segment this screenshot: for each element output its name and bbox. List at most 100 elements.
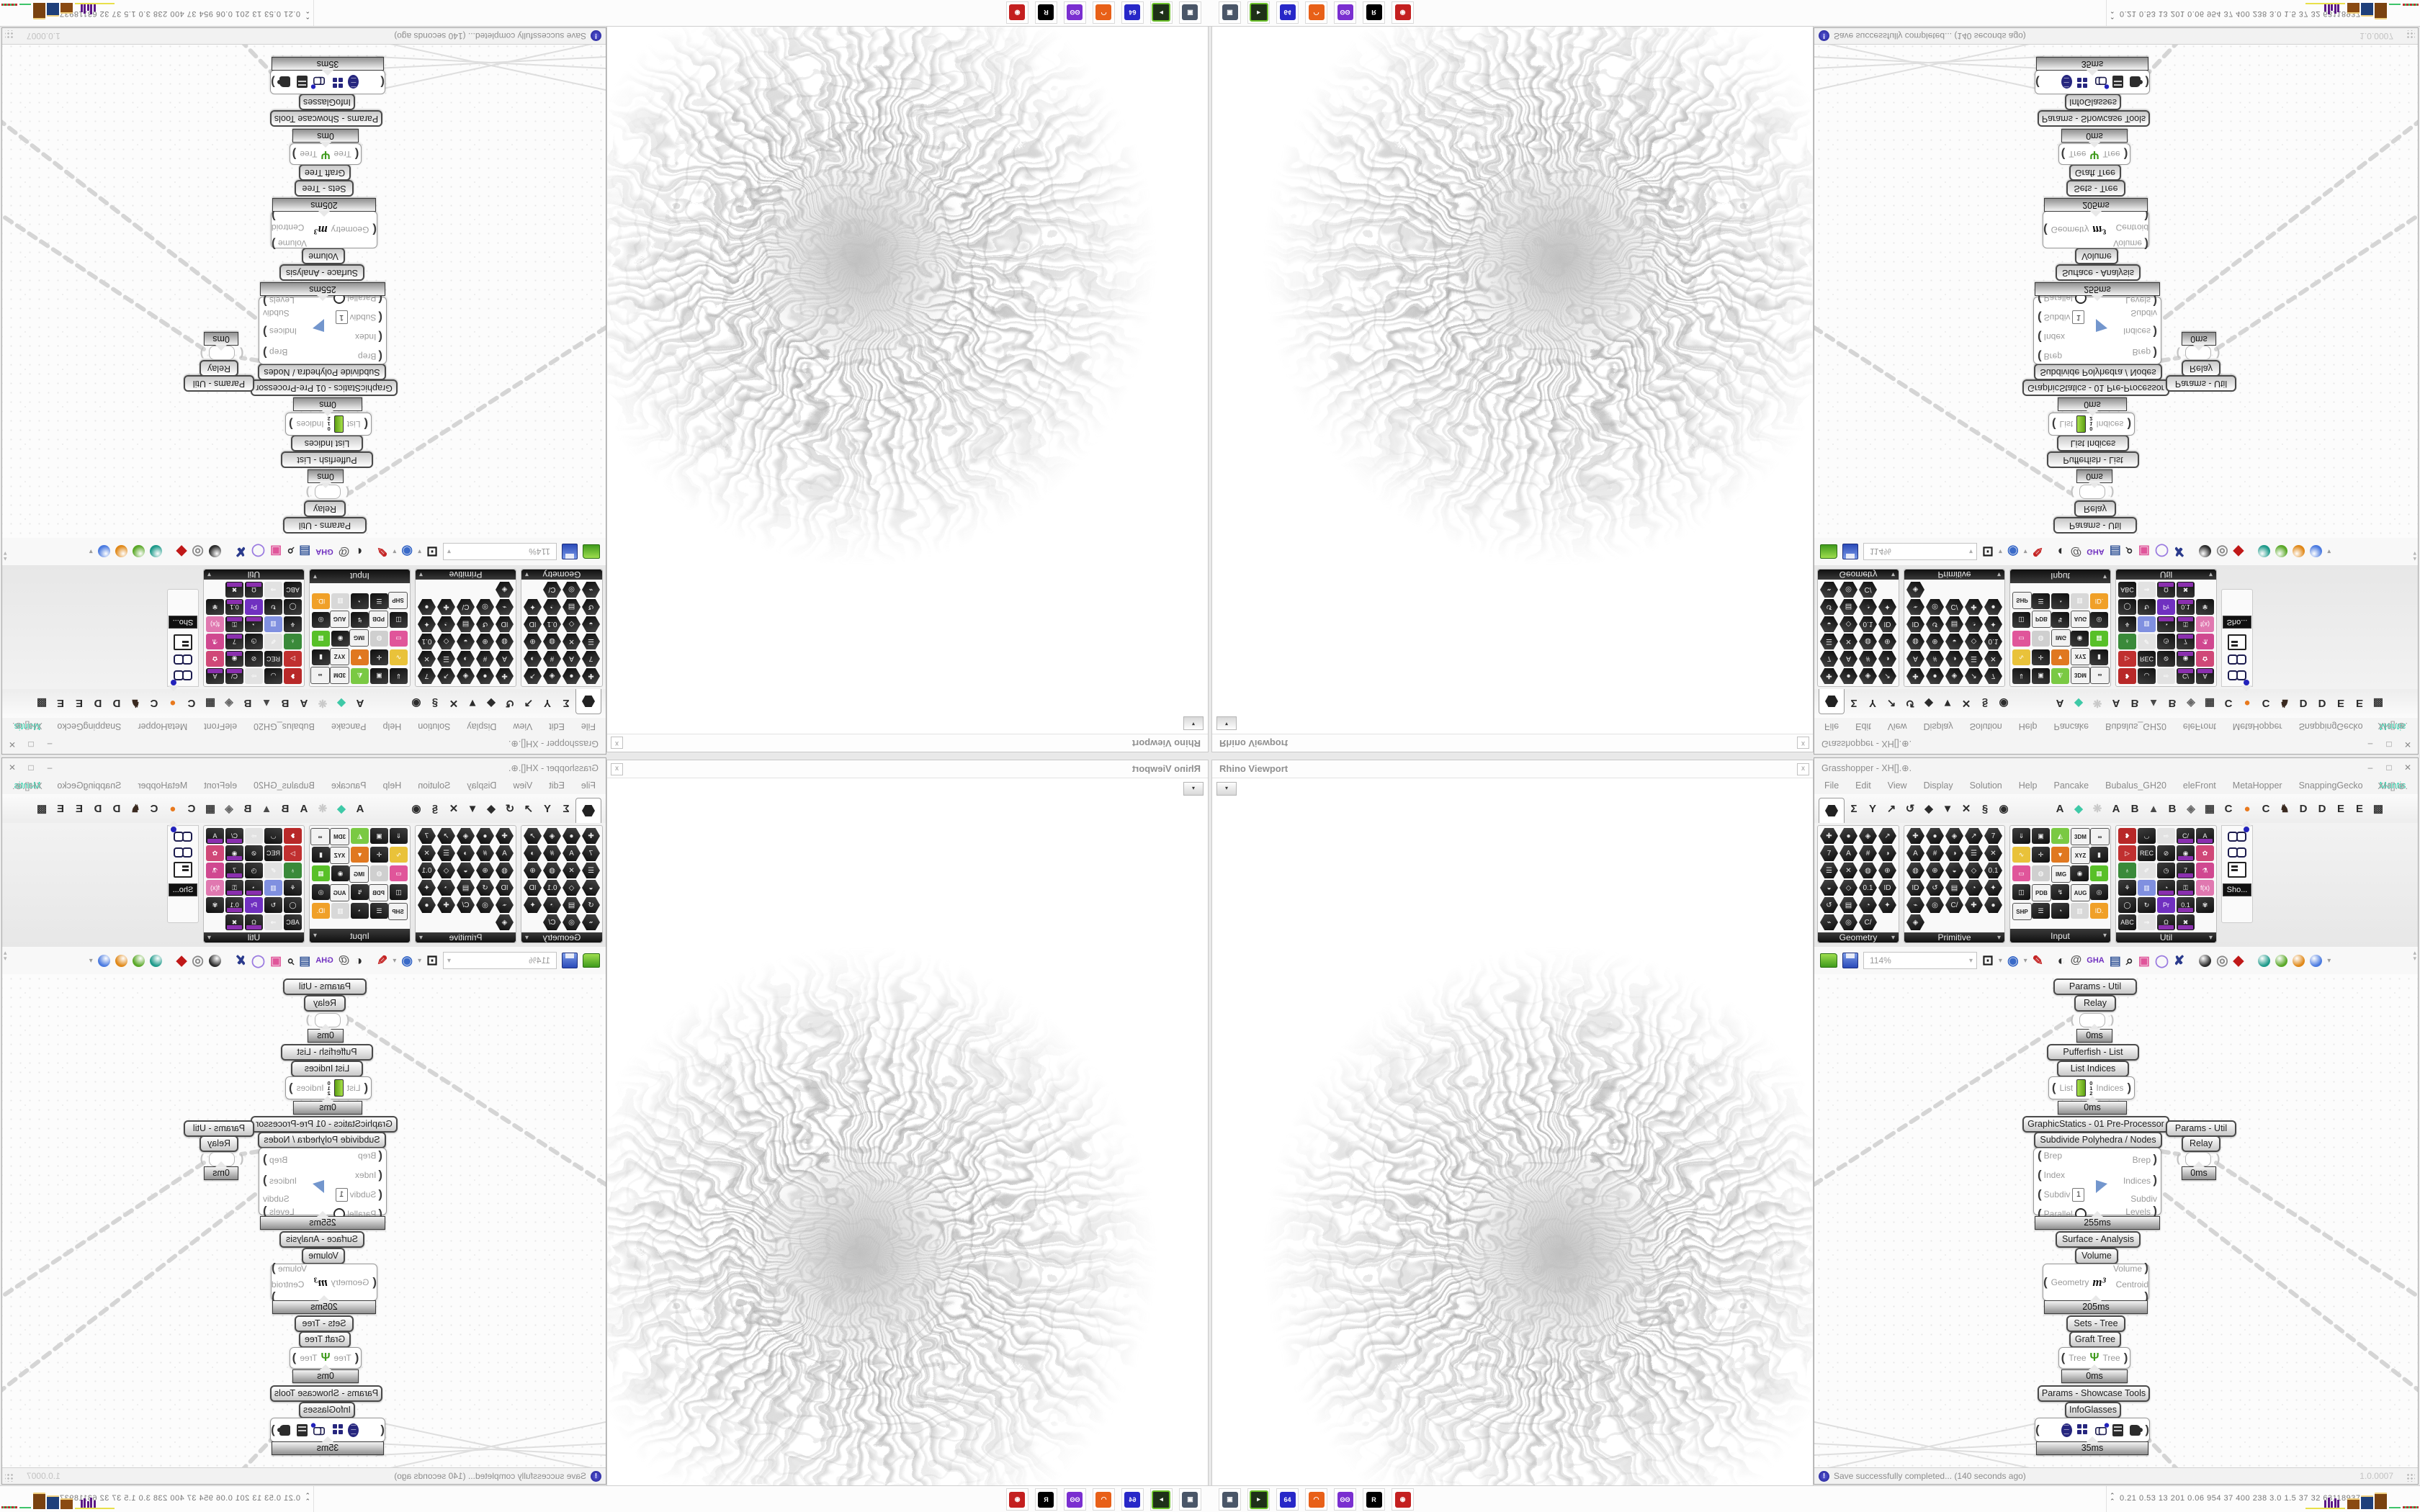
component-icon[interactable]: ◈ bbox=[496, 914, 514, 930]
group-label[interactable]: Subdivide Polyhedra / Nodes bbox=[2034, 1132, 2162, 1148]
toolbar-overflow-scroll[interactable]: ▴ ▾ bbox=[2413, 550, 2416, 563]
group-label[interactable]: Params - Util bbox=[283, 517, 367, 534]
component-icon[interactable]: 7 bbox=[418, 828, 436, 844]
component-icon[interactable]: ↻ bbox=[2138, 599, 2156, 615]
tab-plugin-bird[interactable]: ♞ bbox=[2280, 697, 2290, 709]
menu-item-view[interactable]: View bbox=[1887, 721, 1907, 732]
component-icon[interactable]: ABC bbox=[284, 914, 302, 930]
component-icon[interactable]: ✿ bbox=[2196, 651, 2214, 667]
component-icon[interactable]: ◈ bbox=[1906, 582, 1924, 598]
component-icon[interactable]: 0.1 bbox=[418, 634, 436, 649]
tab-plugin-checker[interactable]: ▩ bbox=[2372, 803, 2384, 815]
component-icon[interactable]: # bbox=[1859, 845, 1877, 861]
glasses-badge-icon[interactable] bbox=[2228, 821, 2252, 842]
group-expand-icon[interactable]: ▾ bbox=[1891, 570, 1895, 579]
tab-plugin-orange[interactable]: ● bbox=[169, 697, 176, 710]
component-icon[interactable]: ◷ bbox=[245, 863, 263, 878]
tab-params[interactable] bbox=[1819, 798, 1845, 823]
component-icon[interactable]: ✚ bbox=[1906, 828, 1924, 844]
remote-at-button[interactable]: @ bbox=[338, 954, 350, 966]
tab-plugin-c2[interactable]: C bbox=[150, 697, 158, 710]
component-icon[interactable]: ABC bbox=[2118, 914, 2136, 930]
tab-plugin-kite[interactable]: ◆ bbox=[2074, 803, 2083, 815]
component-icon[interactable]: ● bbox=[1926, 828, 1944, 844]
component-icon[interactable]: 7 bbox=[582, 651, 600, 667]
subdiv-value[interactable]: 1 bbox=[2072, 310, 2085, 325]
component-icon[interactable]: ✛ bbox=[2032, 847, 2050, 863]
tab-plugin-c2[interactable]: C bbox=[2262, 697, 2270, 710]
component-icon[interactable]: ◈ bbox=[496, 582, 514, 598]
component-icon[interactable]: ▤ bbox=[1945, 616, 1963, 632]
component-icon[interactable]: ✦ bbox=[524, 599, 542, 615]
component-icon[interactable]: f(x) bbox=[2196, 616, 2214, 632]
menu-item-pancake[interactable]: Pancake bbox=[2053, 721, 2089, 732]
component-icon[interactable]: ▤ bbox=[1839, 599, 1857, 615]
component-icon[interactable]: ✕ bbox=[563, 863, 581, 878]
viewport-titlebar[interactable]: Rhino Viewport x bbox=[1212, 760, 1813, 778]
component-icon[interactable]: ABC bbox=[2118, 582, 2136, 598]
tab-plugin-d2[interactable]: D bbox=[94, 697, 102, 710]
remote-at-button[interactable]: @ bbox=[338, 546, 350, 558]
menu-item-mantis[interactable]: Mantis bbox=[2379, 780, 2406, 791]
zoom-extents-button[interactable]: ⊡ bbox=[426, 544, 438, 559]
tab-plugin-puff[interactable]: ❋ bbox=[318, 697, 328, 709]
sphere-rings-button[interactable]: ◎ bbox=[192, 953, 204, 968]
group-expand-icon[interactable]: ▾ bbox=[2102, 572, 2107, 580]
component-icon[interactable]: ◈ bbox=[457, 828, 475, 844]
viewport-titlebar[interactable]: Rhino Viewport x bbox=[607, 760, 1208, 778]
save-file-button[interactable] bbox=[1842, 544, 1858, 559]
tab-transform[interactable]: § bbox=[1981, 697, 1989, 710]
firefox-icon[interactable]: ◠ bbox=[1305, 1488, 1327, 1511]
component-icon[interactable]: ▥ bbox=[264, 616, 282, 632]
group-label[interactable]: Graft Tree bbox=[2069, 164, 2121, 181]
component-icon[interactable]: ▤ bbox=[563, 897, 581, 913]
component-icon[interactable]: ✕ bbox=[418, 651, 436, 667]
ribbon-group-label[interactable]: Util ▾ bbox=[2116, 570, 2216, 580]
open-file-button[interactable] bbox=[1820, 544, 1837, 559]
zoom-extents-caret[interactable]: ▾ bbox=[1998, 956, 2002, 965]
component-icon[interactable]: ◇ bbox=[563, 616, 581, 632]
component-icon[interactable]: ⚘ bbox=[2118, 880, 2136, 896]
component-icon[interactable]: ◉ bbox=[331, 865, 349, 881]
component-icon[interactable]: AUG bbox=[330, 611, 349, 628]
group-label[interactable]: InfoGlasses bbox=[299, 1402, 355, 1418]
minimize-button[interactable]: – bbox=[47, 762, 53, 773]
component-icon[interactable]: # bbox=[543, 845, 561, 861]
component-icon[interactable]: ⇒ bbox=[2138, 582, 2156, 598]
menu-item-help[interactable]: Help bbox=[2018, 721, 2038, 732]
ribbon-group-label[interactable]: Input ▾ bbox=[310, 929, 410, 942]
gift-button[interactable]: ▣ bbox=[2138, 953, 2150, 968]
sphere-teal-button[interactable] bbox=[2258, 545, 2271, 558]
red-app-icon[interactable]: ◉ bbox=[1006, 1, 1028, 24]
component-icon[interactable]: C/ bbox=[457, 599, 475, 615]
component-icon[interactable]: ● bbox=[1839, 668, 1857, 684]
component-icon[interactable]: ◉ bbox=[2177, 845, 2195, 861]
viewport-canvas[interactable] bbox=[1212, 778, 1813, 1485]
component-icon[interactable]: f(x) bbox=[206, 616, 224, 632]
component-icon[interactable]: ∞ bbox=[2090, 828, 2110, 845]
menu-item-file[interactable]: File bbox=[581, 780, 596, 791]
component-icon[interactable]: ⚘ bbox=[284, 880, 302, 896]
export-doc-button[interactable]: ▤ bbox=[299, 544, 311, 559]
component-icon[interactable]: ▦ bbox=[312, 631, 330, 647]
tab-plugin-a2[interactable]: A bbox=[2112, 802, 2120, 815]
tab-plugin-puff[interactable]: ❋ bbox=[2092, 803, 2102, 815]
tab-plugin-shield[interactable]: ◈ bbox=[2187, 803, 2195, 815]
component-icon[interactable]: ⇒ bbox=[2138, 914, 2156, 930]
tab-plugin-checker[interactable]: ▩ bbox=[36, 697, 48, 709]
group-label[interactable]: List Indices bbox=[291, 1061, 363, 1077]
tab-intersect[interactable]: ✕ bbox=[1961, 697, 1971, 709]
component-icon[interactable]: ◎ bbox=[312, 884, 330, 900]
component-icon[interactable]: ID. bbox=[2090, 903, 2108, 919]
component-icon[interactable]: ▦ bbox=[2090, 865, 2108, 881]
component-icon[interactable]: ✾ bbox=[206, 599, 224, 615]
component-icon[interactable]: ID bbox=[496, 880, 514, 896]
viewport-mode-dropdown[interactable]: ▾ bbox=[1216, 716, 1237, 730]
tab-plugin-kite[interactable]: ◆ bbox=[337, 697, 346, 709]
sphere-orange-button[interactable] bbox=[115, 954, 127, 967]
component-icon[interactable]: ◔ bbox=[351, 903, 369, 919]
tab-plugin-b1[interactable]: B bbox=[281, 802, 290, 815]
component-icon[interactable]: ✿ bbox=[2196, 845, 2214, 861]
subdivide-polyhedra-component[interactable]: (Brep(Index(Subdiv 1(Parallel Brep ) Indi… bbox=[259, 1148, 387, 1220]
tab-plugin-d1[interactable]: D bbox=[2299, 802, 2308, 815]
